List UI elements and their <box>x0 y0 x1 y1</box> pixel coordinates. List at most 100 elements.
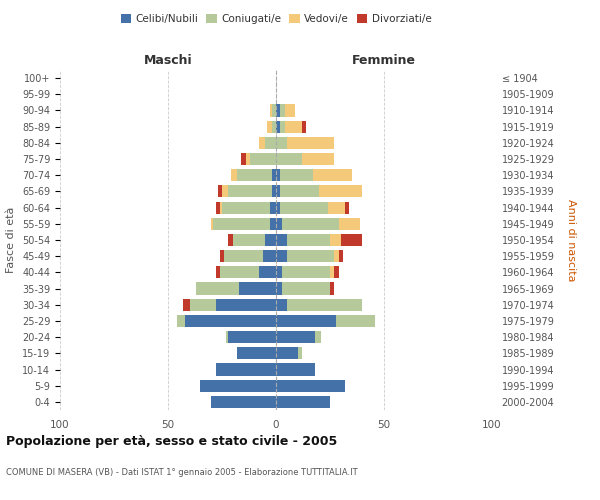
Bar <box>276 137 287 149</box>
Bar <box>250 153 276 165</box>
Bar <box>190 298 215 311</box>
Bar <box>265 234 276 246</box>
Bar <box>229 186 272 198</box>
Bar <box>259 266 276 278</box>
Text: Popolazione per età, sesso e stato civile - 2005: Popolazione per età, sesso e stato civil… <box>6 435 337 448</box>
Bar <box>176 315 185 327</box>
Bar <box>280 120 284 132</box>
Bar <box>284 104 295 117</box>
Bar <box>215 364 276 376</box>
Bar <box>276 250 287 262</box>
Bar <box>276 169 280 181</box>
Text: COMUNE DI MASERA (VB) - Dati ISTAT 1° gennaio 2005 - Elaborazione TUTTITALIA.IT: COMUNE DI MASERA (VB) - Dati ISTAT 1° ge… <box>6 468 358 477</box>
Bar <box>220 202 222 213</box>
Bar <box>287 298 362 311</box>
Bar <box>215 202 220 213</box>
Bar <box>272 169 276 181</box>
Bar <box>280 104 284 117</box>
Bar <box>229 234 233 246</box>
Bar <box>330 282 334 294</box>
Bar <box>276 266 283 278</box>
Bar <box>268 120 272 132</box>
Bar <box>334 266 338 278</box>
Bar <box>269 218 276 230</box>
Bar <box>229 331 276 343</box>
Bar <box>265 137 276 149</box>
Bar <box>239 282 276 294</box>
Bar <box>345 202 349 213</box>
Bar <box>222 202 269 213</box>
Bar <box>276 396 330 408</box>
Bar <box>338 218 360 230</box>
Bar <box>183 298 190 311</box>
Bar <box>276 380 345 392</box>
Bar <box>276 234 287 246</box>
Bar <box>215 266 220 278</box>
Bar <box>284 120 302 132</box>
Bar <box>276 282 283 294</box>
Bar <box>276 315 337 327</box>
Bar <box>276 364 315 376</box>
Bar <box>280 186 319 198</box>
Bar <box>276 348 298 360</box>
Bar <box>218 186 222 198</box>
Bar <box>222 186 229 198</box>
Bar <box>269 202 276 213</box>
Bar <box>287 137 334 149</box>
Bar <box>233 234 265 246</box>
Bar <box>276 186 280 198</box>
Bar <box>241 153 246 165</box>
Y-axis label: Fasce di età: Fasce di età <box>7 207 16 273</box>
Text: Femmine: Femmine <box>352 54 416 67</box>
Bar <box>226 331 229 343</box>
Bar <box>220 250 224 262</box>
Bar <box>246 153 250 165</box>
Bar <box>280 169 313 181</box>
Bar <box>302 153 334 165</box>
Bar <box>224 250 263 262</box>
Bar <box>211 396 276 408</box>
Bar <box>276 153 302 165</box>
Bar <box>337 315 376 327</box>
Bar <box>334 250 338 262</box>
Bar <box>200 380 276 392</box>
Bar <box>263 250 276 262</box>
Bar <box>276 218 283 230</box>
Bar <box>269 104 272 117</box>
Bar <box>230 169 237 181</box>
Bar <box>272 104 276 117</box>
Bar <box>280 202 328 213</box>
Bar <box>313 169 352 181</box>
Bar <box>330 266 334 278</box>
Bar <box>319 186 362 198</box>
Bar <box>287 250 334 262</box>
Bar <box>272 120 276 132</box>
Bar <box>287 234 330 246</box>
Legend: Celibi/Nubili, Coniugati/e, Vedovi/e, Divorziati/e: Celibi/Nubili, Coniugati/e, Vedovi/e, Di… <box>116 10 436 29</box>
Bar <box>276 104 280 117</box>
Bar <box>276 331 315 343</box>
Bar <box>259 137 265 149</box>
Bar <box>215 298 276 311</box>
Bar <box>276 298 287 311</box>
Bar <box>220 266 259 278</box>
Bar <box>283 282 330 294</box>
Bar <box>185 315 276 327</box>
Bar <box>338 250 343 262</box>
Bar <box>272 186 276 198</box>
Bar <box>328 202 345 213</box>
Bar <box>283 218 338 230</box>
Bar <box>276 120 280 132</box>
Bar <box>276 202 280 213</box>
Bar <box>214 218 269 230</box>
Bar <box>237 348 276 360</box>
Bar <box>283 266 330 278</box>
Text: Maschi: Maschi <box>143 54 193 67</box>
Bar <box>302 120 306 132</box>
Bar <box>341 234 362 246</box>
Bar <box>237 169 272 181</box>
Bar <box>211 218 214 230</box>
Bar <box>315 331 322 343</box>
Y-axis label: Anni di nascita: Anni di nascita <box>566 198 576 281</box>
Bar <box>298 348 302 360</box>
